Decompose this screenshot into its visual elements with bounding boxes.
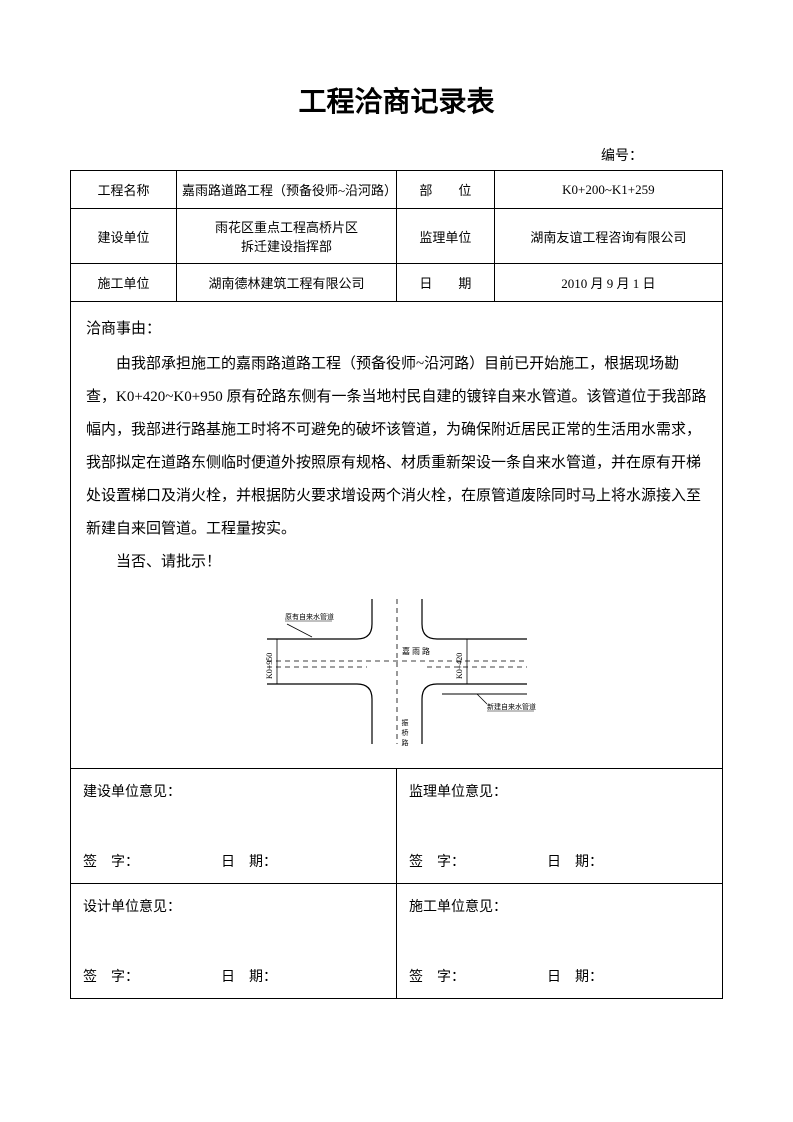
diagram-label-new: 新建自来水管道 [487,702,536,711]
content-body: 由我部承担施工的嘉雨路道路工程（预备役师~沿河路）目前已开始施工，根据现场勘查，… [86,348,707,546]
table-row: 建设单位意见： 签 字： 日 期： 监理单位意见： 签 字： 日 期： [71,769,723,884]
contractor-opinion-cell: 施工单位意见： 签 字： 日 期： [396,884,722,999]
diagram-road-v: 振 [401,718,409,727]
supervision-unit-value: 湖南友谊工程咨询有限公司 [494,209,722,264]
date-value: 2010 月 9 月 1 日 [494,264,722,302]
sign-label: 签 字： [409,966,465,986]
content-approval: 当否、请批示！ [86,546,707,579]
svg-text:路: 路 [401,738,409,747]
supervision-opinion-cell: 监理单位意见： 签 字： 日 期： [396,769,722,884]
contractor-opinion-title: 施工单位意见： [409,896,710,916]
table-row: 施工单位 湖南德林建筑工程有限公司 日 期 2010 月 9 月 1 日 [71,264,723,302]
content-title: 洽商事由： [86,317,707,338]
table-row: 工程名称 嘉雨路道路工程（预备役师~沿河路） 部 位 K0+200~K1+259 [71,171,723,209]
date-label: 日 期： [547,851,603,871]
diagram-road-h: 嘉 雨 路 [402,646,430,656]
sign-label: 签 字： [83,966,139,986]
table-row: 建设单位 雨花区重点工程高桥片区 拆迁建设指挥部 监理单位 湖南友谊工程咨询有限… [71,209,723,264]
supervision-opinion-title: 监理单位意见： [409,781,710,801]
diagram-station-left: K0+950 [265,653,274,679]
project-name-value: 嘉雨路道路工程（预备役师~沿河路） [176,171,396,209]
sign-label: 签 字： [83,851,139,871]
intersection-diagram: 原有自来水管道 新建自来水管道 K0+950 K0+420 嘉 雨 路 振 桥 … [257,589,537,749]
diagram-container: 原有自来水管道 新建自来水管道 K0+950 K0+420 嘉 雨 路 振 桥 … [86,589,707,753]
construction-opinion-cell: 建设单位意见： 签 字： 日 期： [71,769,397,884]
design-opinion-cell: 设计单位意见： 签 字： 日 期： [71,884,397,999]
table-row: 设计单位意见： 签 字： 日 期： 施工单位意见： 签 字： 日 期： [71,884,723,999]
position-value: K0+200~K1+259 [494,171,722,209]
supervision-unit-label: 监理单位 [396,209,494,264]
design-opinion-title: 设计单位意见： [83,896,384,916]
sign-label: 签 字： [409,851,465,871]
date-label: 日 期： [547,966,603,986]
svg-text:桥: 桥 [401,728,409,737]
diagram-station-right: K0+420 [455,653,464,679]
contractor-value: 湖南德林建筑工程有限公司 [176,264,396,302]
build-unit-value: 雨花区重点工程高桥片区 拆迁建设指挥部 [176,209,396,264]
construction-opinion-title: 建设单位意见： [83,781,384,801]
date-label: 日 期 [396,264,494,302]
page-title: 工程洽商记录表 [70,80,723,120]
table-row: 洽商事由： 由我部承担施工的嘉雨路道路工程（预备役师~沿河路）目前已开始施工，根… [71,302,723,769]
code-label: 编号： [70,145,723,165]
main-table: 工程名称 嘉雨路道路工程（预备役师~沿河路） 部 位 K0+200~K1+259… [70,170,723,999]
content-cell: 洽商事由： 由我部承担施工的嘉雨路道路工程（预备役师~沿河路）目前已开始施工，根… [71,302,723,769]
position-label: 部 位 [396,171,494,209]
project-name-label: 工程名称 [71,171,177,209]
date-label: 日 期： [221,966,277,986]
build-unit-label: 建设单位 [71,209,177,264]
contractor-label: 施工单位 [71,264,177,302]
diagram-label-original: 原有自来水管道 [285,612,334,621]
date-label: 日 期： [221,851,277,871]
